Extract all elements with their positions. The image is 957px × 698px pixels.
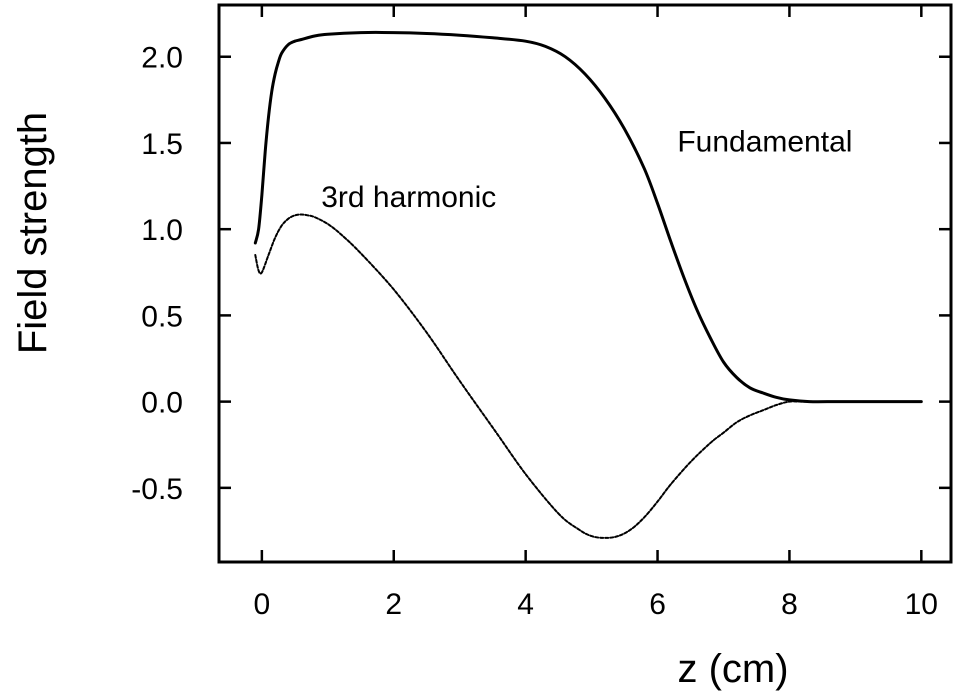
annotation-layer: Fundamental 3rd harmonic — [321, 126, 852, 214]
annotation-label: 3rd harmonic — [321, 181, 496, 214]
y-tick-label: 2.0 — [141, 42, 183, 75]
x-tick-label: 0 — [254, 588, 271, 621]
y-tick-label: -0.5 — [131, 473, 183, 506]
annotation-label: Fundamental — [677, 126, 852, 159]
y-tick-label: 0.0 — [141, 387, 183, 420]
x-tick-label: 2 — [385, 588, 402, 621]
y-tick-label: 0.5 — [141, 300, 183, 333]
x-tick-label: 6 — [649, 588, 666, 621]
y-axis-ticks: -0.5 0.0 0.5 1.0 1.5 2.0 — [131, 42, 951, 506]
series-line-0 — [253, 30, 923, 404]
y-tick-label: 1.5 — [141, 128, 183, 161]
x-tick-label: 4 — [517, 588, 534, 621]
plot-frame — [217, 3, 953, 564]
x-axis-ticks: 0 2 4 6 8 10 — [254, 5, 938, 621]
series-layer — [253, 30, 923, 539]
x-axis-label: z (cm) — [677, 647, 788, 691]
x-tick-label: 8 — [781, 588, 798, 621]
series-line-1 — [254, 213, 923, 539]
y-axis-label: Field strength — [11, 112, 55, 354]
x-tick-label: 10 — [905, 588, 938, 621]
y-tick-label: 1.0 — [141, 214, 183, 247]
